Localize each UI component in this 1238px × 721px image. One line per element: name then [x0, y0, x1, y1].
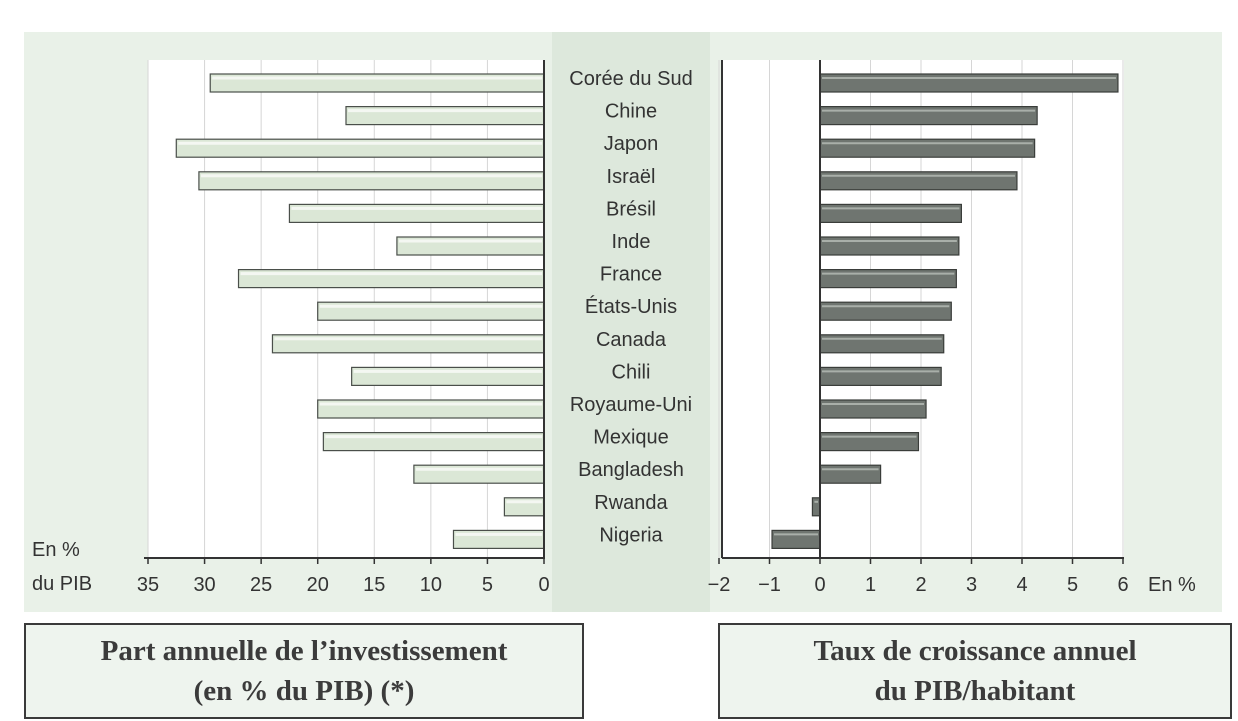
category-label: Brésil [606, 198, 656, 220]
right-bar [819, 399, 927, 419]
left-x-axis: 35 30 25 20 15 10 5 0 [137, 60, 550, 596]
left-tick-label: 25 [250, 574, 272, 596]
category-label: Bangladesh [578, 459, 684, 481]
left-axis-unit-line2: du PIB [32, 573, 92, 595]
left-axis-unit-line1: En % [32, 539, 80, 561]
right-x-axis: −2 −1 0 1 2 3 4 5 6 [708, 60, 1129, 596]
left-bars [175, 73, 545, 550]
category-label: Rwanda [594, 492, 668, 514]
category-label: Inde [612, 231, 651, 253]
right-bars [771, 73, 1119, 550]
category-label: États-Unis [585, 295, 677, 318]
right-tick-label: −2 [708, 574, 731, 596]
category-label: Nigeria [599, 524, 663, 546]
center-label-band [552, 32, 710, 612]
right-caption-line2: du PIB/habitant [874, 675, 1076, 707]
right-tick-label: 0 [814, 574, 825, 596]
category-label: Chine [605, 101, 657, 123]
left-tick-label: 20 [307, 574, 329, 596]
category-label: Mexique [593, 427, 669, 449]
right-bar [819, 464, 882, 484]
right-bar [819, 236, 960, 256]
right-chart-caption: Taux de croissance annuel du PIB/habitan… [718, 623, 1232, 719]
right-tick-label: 6 [1117, 574, 1128, 596]
category-label: Chili [612, 361, 651, 383]
right-bar [819, 269, 957, 289]
left-tick-label: 5 [482, 574, 493, 596]
right-bar [819, 334, 945, 354]
right-caption-line1: Taux de croissance annuel [813, 635, 1137, 667]
left-tick-label: 15 [363, 574, 385, 596]
right-axis-unit: En % [1148, 574, 1196, 596]
right-bar [771, 529, 821, 550]
category-label: Japon [604, 133, 659, 155]
right-bar [811, 497, 821, 517]
left-chart-caption: Part annuelle de l’investissement (en % … [24, 623, 584, 719]
category-label: Canada [596, 329, 667, 351]
left-tick-label: 0 [538, 574, 549, 596]
right-tick-label: 2 [915, 574, 926, 596]
right-bar [819, 203, 962, 223]
left-caption-line1: Part annuelle de l’investissement [100, 635, 508, 667]
right-tick-label: 5 [1067, 574, 1078, 596]
category-label: France [600, 264, 662, 286]
right-tick-label: 4 [1016, 574, 1027, 596]
category-labels: Corée du Sud Chine Japon Israël Brésil Inde Fr… [569, 68, 692, 546]
right-bar [819, 171, 1018, 191]
right-bar [819, 301, 952, 321]
right-tick-label: 1 [865, 574, 876, 596]
right-bar [819, 432, 920, 452]
right-tick-label: −1 [758, 574, 781, 596]
right-tick-label: 3 [966, 574, 977, 596]
right-bar [819, 73, 1119, 93]
left-tick-label: 10 [420, 574, 442, 596]
category-label: Royaume-Uni [570, 394, 692, 416]
category-label: Corée du Sud [569, 68, 692, 90]
left-tick-label: 30 [193, 574, 215, 596]
right-bar [819, 366, 942, 386]
left-caption-line2: (en % du PIB) (*) [193, 675, 415, 707]
right-bar [819, 105, 1038, 126]
left-tick-label: 35 [137, 574, 159, 596]
category-label: Israël [607, 166, 656, 188]
right-bar [819, 138, 1036, 158]
